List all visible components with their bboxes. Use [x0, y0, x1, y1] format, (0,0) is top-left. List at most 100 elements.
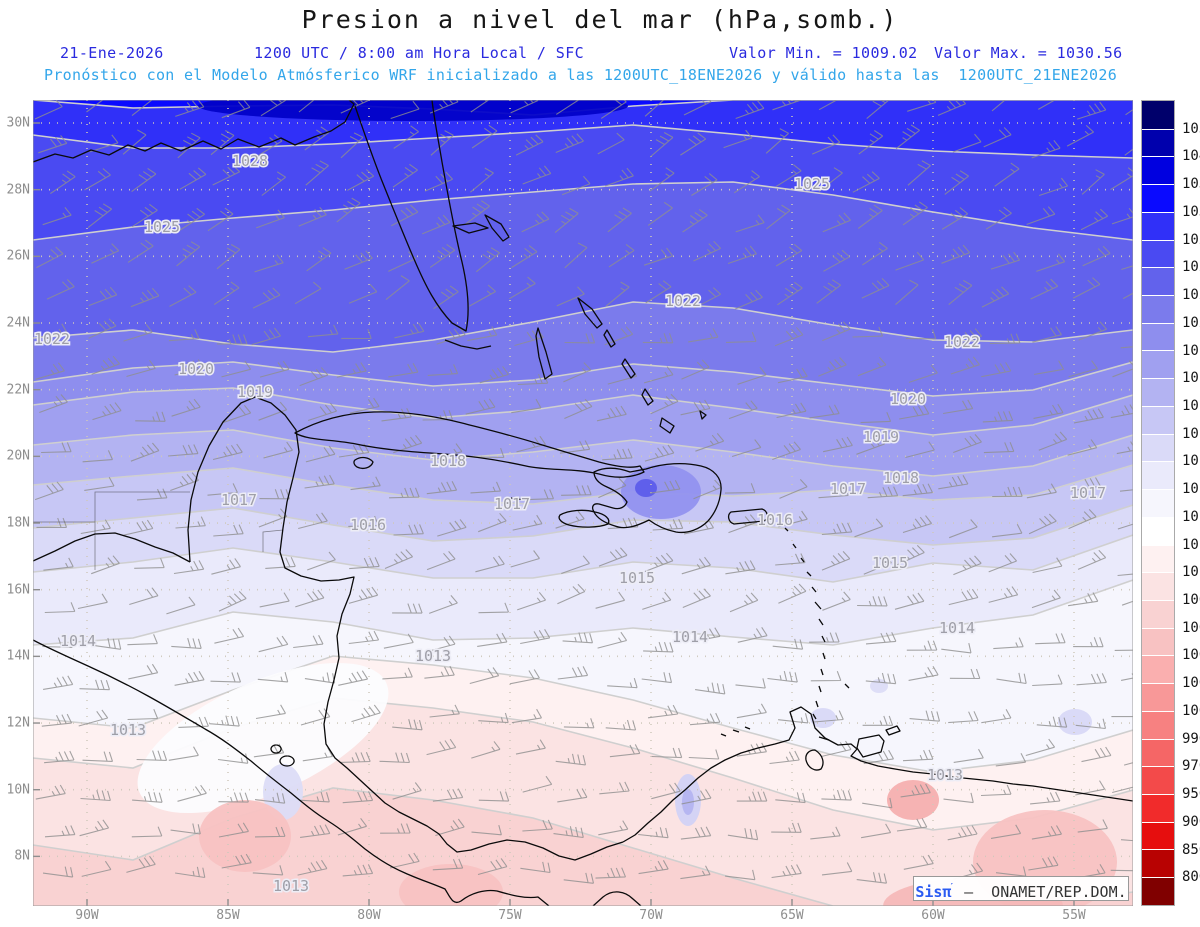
wind-barb	[643, 247, 674, 266]
wind-barb	[681, 556, 711, 575]
wind-barb	[347, 169, 375, 191]
wind-barb	[651, 747, 683, 759]
wind-barb	[953, 748, 984, 763]
wind-barb	[863, 555, 892, 575]
wind-barb	[131, 203, 158, 228]
coastline	[452, 214, 707, 434]
wind-barb	[561, 175, 591, 196]
wind-barb	[298, 512, 328, 530]
coastline	[592, 462, 722, 534]
wind-barb	[260, 100, 287, 117]
colorbar-segment	[1142, 599, 1174, 628]
colorbar-segment	[1142, 461, 1174, 490]
wind-barb	[854, 518, 884, 538]
lon-tick-label: 70W	[639, 908, 663, 923]
wind-barb	[556, 286, 585, 307]
wind-barb	[429, 243, 456, 268]
wind-barb	[733, 170, 760, 194]
wind-barb	[645, 280, 672, 304]
wind-barb	[643, 366, 674, 384]
wind-barb	[691, 173, 718, 196]
wind-barb	[597, 631, 628, 649]
wind-barb	[774, 326, 804, 347]
colorbar-segment	[1142, 295, 1174, 323]
wind-barb	[649, 167, 675, 192]
wind-barb	[127, 708, 159, 721]
value-max: Valor Max. = 1030.56	[934, 44, 1123, 62]
wind-barb	[953, 862, 984, 880]
wind-barb	[338, 670, 369, 686]
wind-barb	[390, 100, 420, 120]
wind-barb	[695, 682, 726, 695]
wind-barb	[511, 708, 542, 724]
wind-barb	[693, 240, 721, 262]
wind-barb	[863, 749, 894, 765]
wind-barb	[988, 553, 1018, 573]
wind-barb	[644, 444, 675, 462]
wind-barb	[171, 398, 201, 417]
wind-barb	[641, 672, 673, 684]
colorbar-segment	[1142, 489, 1174, 517]
lon-tick-label: 85W	[216, 908, 240, 923]
wind-barb	[772, 638, 804, 650]
wind-barb	[690, 627, 721, 643]
wind-barb	[557, 666, 589, 680]
page-title: Presion a nivel del mar (hPa,somb.)	[301, 5, 899, 34]
wind-barb	[818, 167, 843, 193]
wind-barb	[688, 328, 719, 343]
wind-barb	[822, 436, 853, 453]
wind-barb	[427, 364, 459, 376]
wind-barb	[339, 443, 370, 458]
wind-barb	[818, 486, 849, 499]
wind-barb	[521, 211, 550, 233]
wind-barb	[810, 826, 841, 840]
wind-barb	[221, 100, 251, 119]
wind-barb	[821, 789, 852, 801]
wind-barb	[471, 741, 501, 759]
wind-barb	[169, 285, 197, 307]
coastline	[354, 100, 469, 332]
wind-barb	[210, 672, 242, 683]
colorbar-segment	[1142, 710, 1174, 739]
wind-barb	[941, 642, 972, 654]
wind-barb	[134, 558, 165, 569]
colorbar-segment	[1142, 128, 1174, 157]
wind-barb	[1076, 673, 1107, 686]
wind-barb	[337, 817, 368, 836]
lon-tick-label: 90W	[75, 908, 99, 923]
wind-barb	[818, 100, 838, 111]
watermark-org: – ONAMET/REP.DOM.	[955, 883, 1127, 901]
wind-barb	[902, 201, 928, 226]
wind-barb	[471, 824, 502, 836]
lat-tick-label: 12N	[6, 715, 30, 731]
wind-barb	[862, 797, 893, 809]
isobar-label: 1022	[34, 330, 70, 348]
colorbar-segment	[1142, 516, 1174, 545]
wind-barb	[168, 329, 200, 342]
wind-barb	[136, 488, 168, 501]
wind-barb	[209, 715, 240, 727]
wind-barb	[341, 328, 372, 340]
wind-barb	[900, 783, 931, 798]
isobar-label: 1014	[939, 619, 975, 637]
country-border	[33, 491, 284, 570]
isobar-label: 1013	[415, 647, 451, 665]
wind-barb	[894, 592, 925, 610]
wind-barb	[1114, 649, 1133, 651]
colorbar-segment	[1142, 572, 1174, 600]
wind-barb	[992, 486, 1023, 498]
wind-barb	[477, 632, 508, 647]
wind-barb	[907, 160, 931, 186]
wind-barb	[221, 853, 252, 869]
wind-barb	[554, 207, 579, 234]
wind-barb	[342, 791, 374, 804]
wind-barb	[735, 100, 765, 120]
wind-barb	[943, 792, 974, 804]
wind-barb	[304, 126, 330, 151]
wind-barb	[948, 588, 979, 606]
wind-barb	[175, 100, 205, 117]
wind-barb	[170, 823, 201, 835]
wind-barb	[342, 864, 374, 877]
isobar-label: 1022	[944, 333, 980, 351]
wind-barb	[903, 854, 934, 870]
